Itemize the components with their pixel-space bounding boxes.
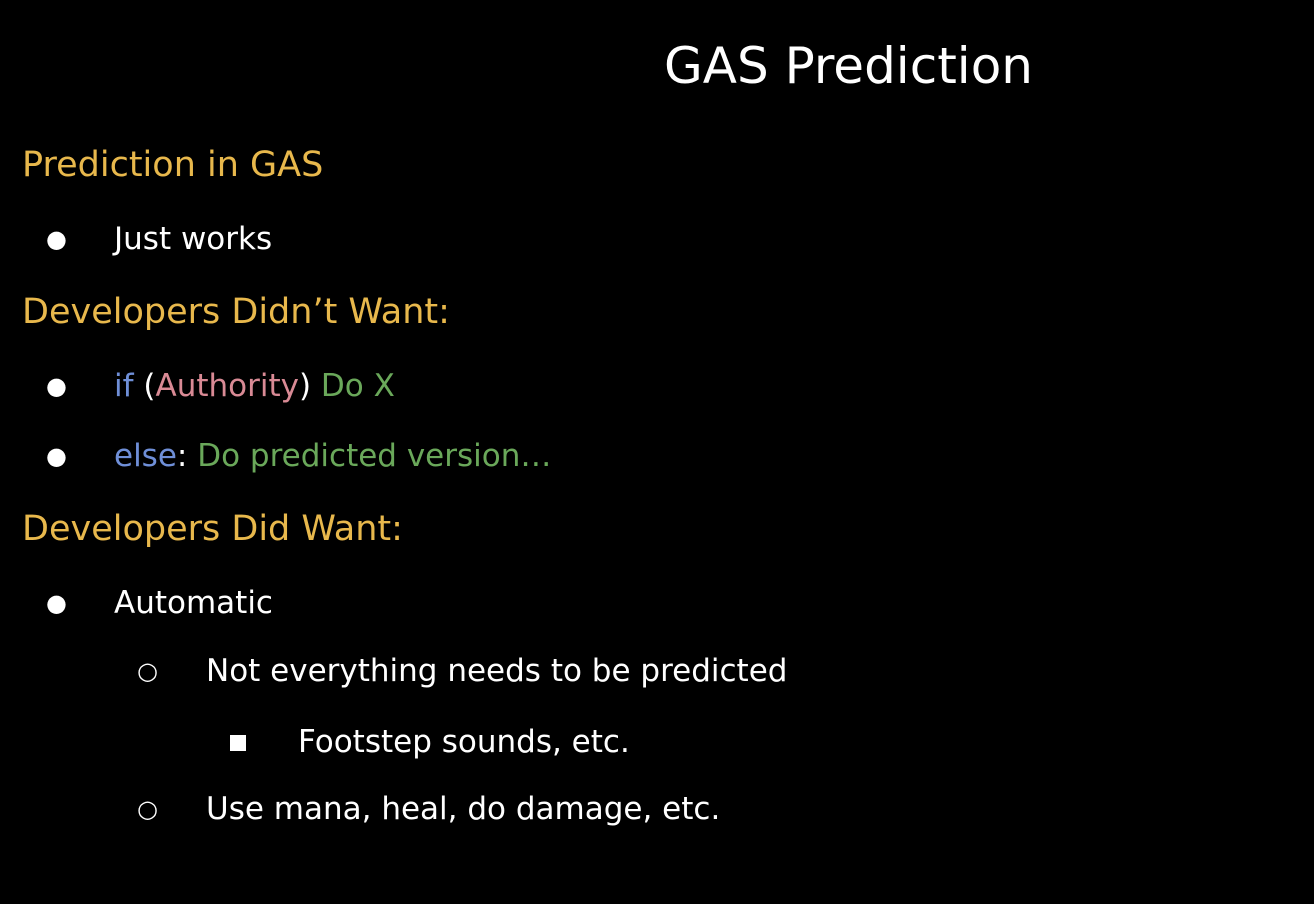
- list-item-automatic: Automatic: [114, 585, 273, 621]
- slide-title: GAS Prediction: [664, 37, 1033, 95]
- list-item-else: else: Do predicted version…: [114, 436, 551, 476]
- square-bullet-icon: [230, 722, 246, 762]
- circle-bullet-icon: ○: [137, 657, 158, 685]
- code-keyword-if: if: [114, 368, 134, 404]
- code-paren-close: ): [298, 368, 321, 404]
- list-item-just-works: Just works: [114, 221, 273, 257]
- disc-bullet-icon: ●: [46, 442, 67, 470]
- list-item-footstep-sounds: Footstep sounds, etc.: [298, 724, 630, 760]
- disc-bullet-icon: ●: [46, 225, 67, 253]
- code-paren-open: (: [133, 368, 156, 404]
- list-item-if-authority: if (Authority) Do X: [114, 366, 395, 406]
- disc-bullet-icon: ●: [46, 372, 67, 400]
- list-item-not-everything: Not everything needs to be predicted: [206, 653, 788, 689]
- circle-bullet-icon: ○: [137, 795, 158, 823]
- code-colon: :: [176, 438, 198, 474]
- code-authority: Authority: [155, 368, 299, 404]
- code-keyword-else: else: [114, 438, 177, 474]
- disc-bullet-icon: ●: [46, 589, 67, 617]
- code-action-predicted: Do predicted version…: [197, 438, 552, 474]
- section-heading-developers-did-want: Developers Did Want:: [22, 509, 403, 549]
- section-heading-prediction-in-gas: Prediction in GAS: [22, 145, 324, 185]
- list-item-use-mana: Use mana, heal, do damage, etc.: [206, 791, 721, 827]
- section-heading-developers-didnt-want: Developers Didn’t Want:: [22, 292, 450, 332]
- code-action-do-x: Do X: [320, 368, 395, 404]
